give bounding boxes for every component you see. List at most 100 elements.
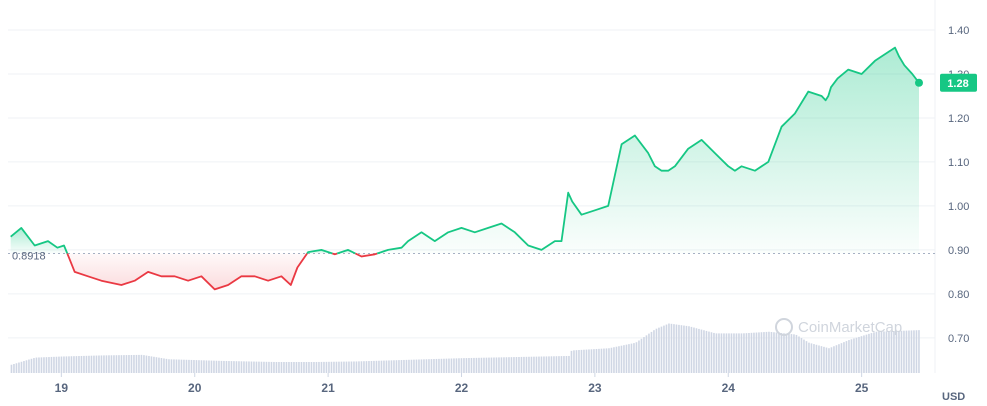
- volume-bar: [48, 357, 50, 373]
- volume-bar: [548, 356, 550, 373]
- volume-bar: [305, 362, 308, 373]
- volume-bar: [868, 333, 870, 373]
- y-tick-label: 0.70: [948, 333, 969, 345]
- y-tick-label: 1.10: [948, 157, 969, 169]
- volume-bar: [15, 363, 18, 373]
- volume-bar: [583, 349, 585, 373]
- x-tick-label: 21: [321, 381, 335, 395]
- volume-bar: [728, 333, 730, 373]
- volume-bar: [570, 350, 573, 373]
- volume-bar: [355, 361, 358, 373]
- volume-bar: [278, 362, 280, 373]
- x-tick-label: 23: [588, 381, 602, 395]
- volume-bar: [778, 332, 780, 373]
- volume-bar: [505, 357, 508, 373]
- volume-bar: [210, 360, 213, 373]
- volume-bar: [88, 355, 90, 373]
- volume-bar: [435, 358, 438, 373]
- volume-bar: [638, 340, 640, 373]
- volume-bar: [490, 357, 493, 373]
- volume-bar: [775, 332, 778, 373]
- volume-bar: [475, 357, 478, 373]
- volume-bar: [815, 344, 818, 373]
- volume-bar: [125, 355, 128, 373]
- volume-bar: [748, 332, 750, 373]
- volume-bar: [30, 358, 33, 373]
- volume-bar: [893, 331, 895, 373]
- volume-bar: [55, 356, 58, 373]
- volume-bar: [743, 333, 745, 373]
- volume-bar: [883, 331, 885, 373]
- volume-bar: [175, 359, 178, 373]
- volume-bar: [373, 360, 375, 373]
- volume-bar: [463, 358, 465, 373]
- volume-bar: [903, 330, 905, 373]
- volume-bar: [450, 358, 453, 373]
- volume-bar: [685, 325, 688, 373]
- watermark-text: CoinMarketCap: [798, 319, 902, 336]
- volume-bar: [758, 332, 760, 373]
- volume-bar: [610, 347, 613, 373]
- volume-bar: [120, 355, 123, 373]
- volume-bar: [823, 346, 825, 373]
- volume-bar: [500, 357, 503, 373]
- volume-bar: [600, 348, 603, 373]
- volume-bar: [205, 360, 208, 373]
- volume-bar: [643, 337, 645, 373]
- y-tick-label: 1.20: [948, 113, 969, 125]
- volume-bar: [423, 359, 425, 373]
- volume-bar: [585, 349, 588, 373]
- volume-bar: [458, 358, 460, 373]
- volume-bar: [358, 361, 360, 373]
- volume-bar: [43, 357, 45, 373]
- volume-bar: [100, 355, 103, 373]
- volume-bar: [693, 327, 695, 373]
- volume-bar: [850, 339, 853, 373]
- volume-bar: [695, 328, 698, 373]
- volume-bar: [620, 345, 623, 373]
- volume-bar: [870, 333, 873, 373]
- volume-bar: [785, 333, 788, 373]
- volume-bar: [225, 360, 228, 373]
- volume-bar: [590, 349, 593, 373]
- volume-bar: [833, 346, 835, 373]
- volume-bar: [398, 360, 400, 373]
- volume-bar: [443, 358, 445, 373]
- volume-bar: [468, 358, 470, 373]
- volume-bar: [875, 331, 878, 373]
- volume-bar: [298, 362, 300, 373]
- volume-bar: [768, 331, 770, 373]
- coinmarketcap-logo-icon: [775, 318, 793, 336]
- volume-bar: [723, 333, 725, 373]
- volume-bar: [243, 361, 245, 373]
- volume-bar: [50, 356, 53, 373]
- volume-bar: [710, 332, 713, 373]
- volume-bar: [573, 350, 575, 373]
- volume-bar: [895, 330, 898, 373]
- volume-bar: [808, 342, 810, 373]
- volume-bar: [690, 326, 693, 373]
- area-fill-up: [307, 249, 333, 254]
- volume-bar: [700, 329, 703, 373]
- volume-bar: [633, 343, 635, 373]
- y-tick-label: 0.80: [948, 289, 969, 301]
- volume-bar: [448, 358, 450, 373]
- price-line: [10, 46, 920, 291]
- volume-bar: [858, 336, 860, 373]
- y-tick-label: 1.40: [948, 25, 969, 37]
- volume-bar: [168, 359, 170, 373]
- volume-bar: [453, 358, 455, 373]
- price-line-up: [336, 249, 356, 255]
- volume-bar: [873, 332, 875, 373]
- volume-bar: [725, 333, 728, 373]
- volume-bar: [433, 359, 435, 373]
- volume-bar: [323, 361, 325, 373]
- volume-bar: [203, 360, 205, 373]
- volume-bar: [760, 332, 763, 373]
- watermark: CoinMarketCap: [775, 318, 902, 336]
- volume-bar: [818, 345, 820, 373]
- volume-bar: [705, 330, 708, 373]
- volume-bar: [280, 362, 283, 373]
- volume-bar: [95, 355, 98, 373]
